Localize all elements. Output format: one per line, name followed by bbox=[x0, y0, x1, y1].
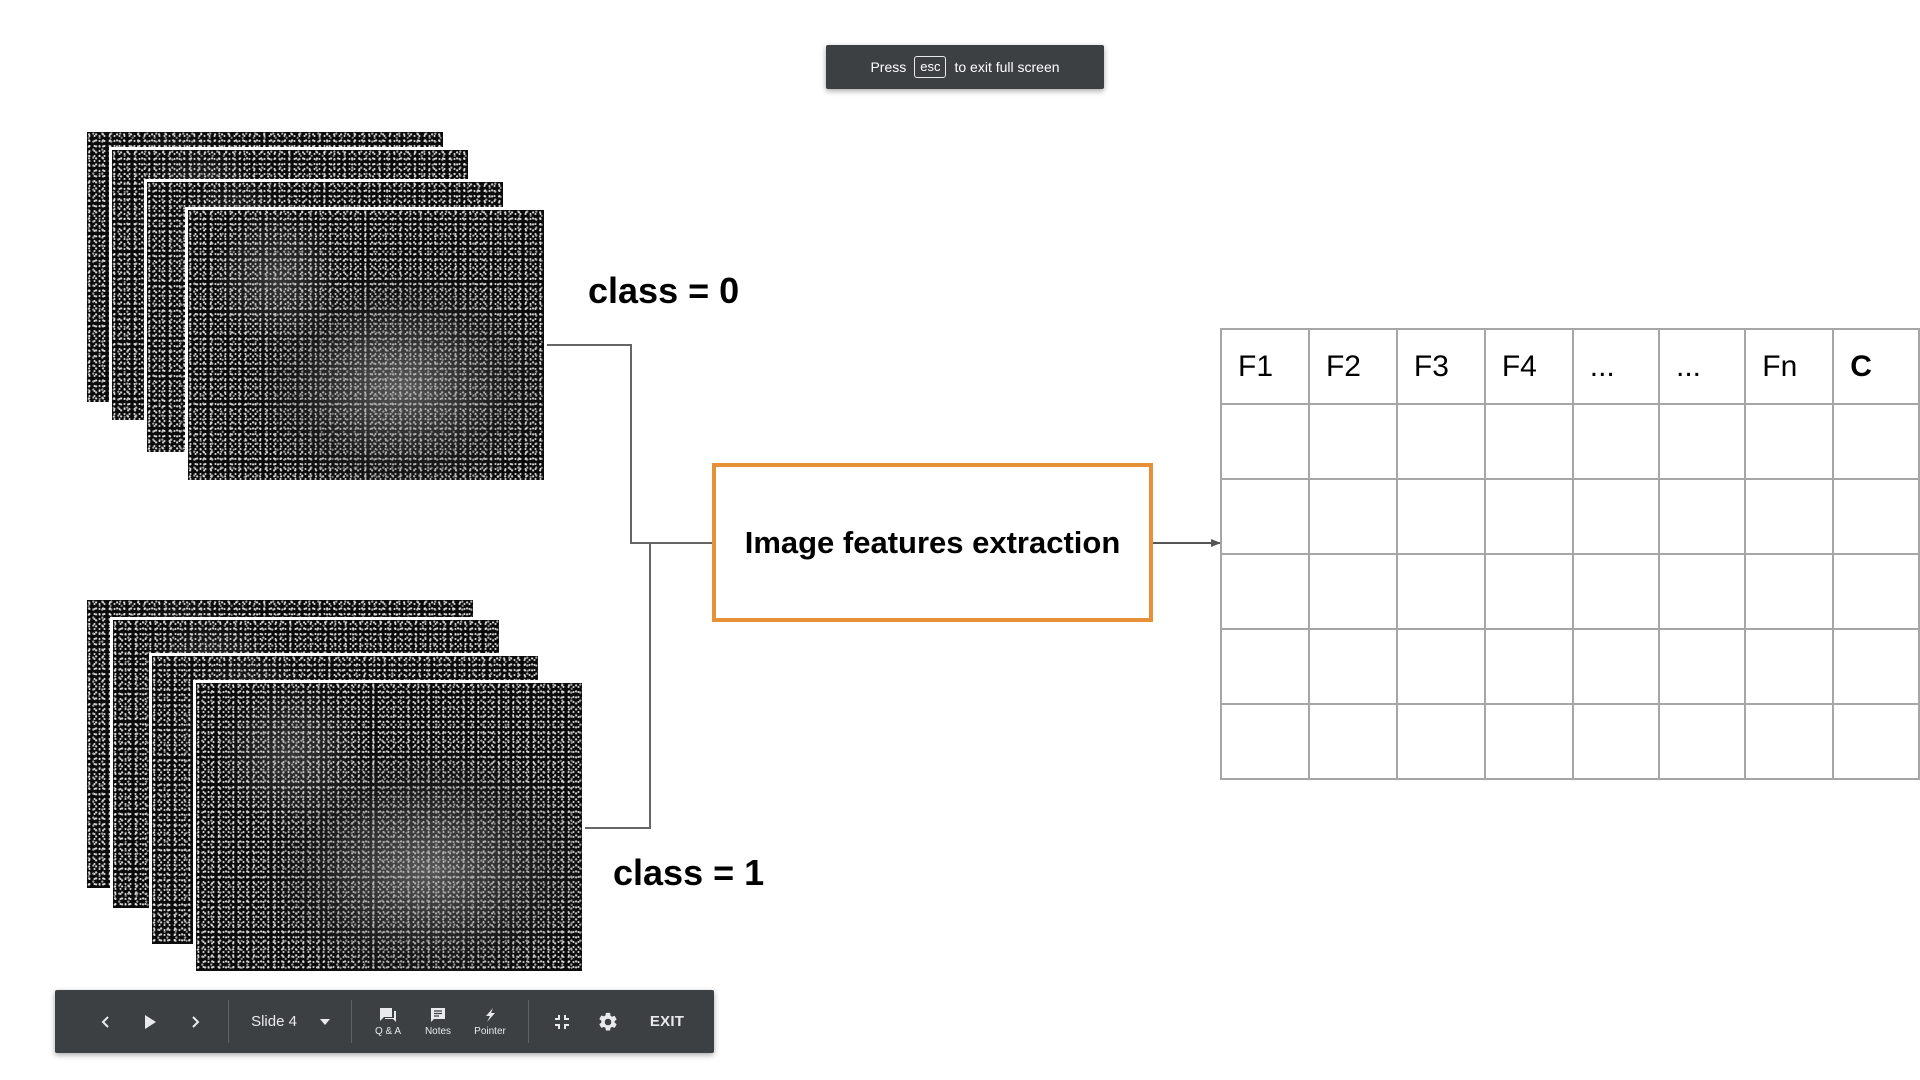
table-cell bbox=[1307, 628, 1398, 705]
table-cell bbox=[1307, 553, 1398, 630]
table-cell bbox=[1483, 553, 1574, 630]
exit-fullscreen-icon bbox=[555, 1014, 569, 1029]
table-cell bbox=[1832, 628, 1920, 705]
table-header-cell: Fn bbox=[1744, 328, 1835, 405]
table-cell bbox=[1395, 703, 1486, 780]
table-row bbox=[1220, 628, 1920, 705]
exit-label: EXIT bbox=[649, 1013, 685, 1030]
table-header-cell: C bbox=[1832, 328, 1920, 405]
pointer-button[interactable]: Pointer bbox=[465, 990, 515, 1053]
table-cell bbox=[1832, 703, 1920, 780]
table-cell bbox=[1307, 478, 1398, 555]
exit-fullscreen-button[interactable] bbox=[545, 990, 579, 1053]
table-cell bbox=[1571, 478, 1661, 555]
chevron-right-icon bbox=[192, 1015, 200, 1028]
table-cell bbox=[1483, 703, 1574, 780]
table-cell bbox=[1658, 403, 1747, 480]
table-row bbox=[1220, 403, 1920, 480]
slide-selector-label: Slide 4 bbox=[251, 1013, 297, 1030]
exit-presentation-button[interactable]: EXIT bbox=[639, 990, 695, 1053]
toolbar-separator bbox=[528, 1000, 529, 1043]
table-row bbox=[1220, 478, 1920, 555]
table-row bbox=[1220, 553, 1920, 630]
table-header-cell: F4 bbox=[1483, 328, 1574, 405]
pointer-icon bbox=[486, 1007, 495, 1022]
sample-image-class1-4 bbox=[193, 680, 585, 974]
table-cell bbox=[1571, 553, 1661, 630]
table-cell bbox=[1832, 553, 1920, 630]
table-cell bbox=[1571, 403, 1661, 480]
table-header-cell: ... bbox=[1658, 328, 1747, 405]
table-cell bbox=[1395, 628, 1486, 705]
qa-label: Q & A bbox=[374, 1025, 402, 1037]
toolbar-separator bbox=[228, 1000, 229, 1043]
table-cell bbox=[1744, 703, 1835, 780]
table-cell bbox=[1483, 478, 1574, 555]
table-cell bbox=[1658, 553, 1747, 630]
esc-key-badge: esc bbox=[914, 56, 947, 78]
settings-button[interactable] bbox=[591, 990, 625, 1053]
fullscreen-hint-prefix: Press bbox=[870, 59, 907, 75]
caret-down-icon bbox=[319, 1018, 330, 1025]
table-header-cell: F3 bbox=[1395, 328, 1486, 405]
table-cell bbox=[1658, 478, 1747, 555]
table-cell bbox=[1658, 703, 1747, 780]
table-cell bbox=[1220, 553, 1310, 630]
table-cell bbox=[1483, 403, 1574, 480]
table-cell bbox=[1395, 478, 1486, 555]
table-cell bbox=[1832, 403, 1920, 480]
fullscreen-hint: Press esc to exit full screen bbox=[826, 45, 1104, 89]
table-header-row: F1 F2 F3 F4 ... ... Fn C bbox=[1220, 328, 1920, 405]
table-cell bbox=[1832, 478, 1920, 555]
table-cell bbox=[1220, 703, 1310, 780]
table-header-cell: F2 bbox=[1307, 328, 1398, 405]
table-cell bbox=[1744, 403, 1835, 480]
table-cell bbox=[1220, 628, 1310, 705]
table-cell bbox=[1744, 628, 1835, 705]
qa-button[interactable]: Q & A bbox=[367, 990, 409, 1053]
class0-label: class = 0 bbox=[588, 270, 740, 311]
sample-image-class0-4 bbox=[185, 207, 547, 483]
table-row bbox=[1220, 703, 1920, 780]
table-cell bbox=[1483, 628, 1574, 705]
notes-icon bbox=[431, 1007, 445, 1022]
notes-label: Notes bbox=[424, 1025, 452, 1037]
table-cell bbox=[1307, 703, 1398, 780]
gear-icon bbox=[599, 1012, 617, 1031]
table-cell bbox=[1658, 628, 1747, 705]
table-cell bbox=[1220, 403, 1310, 480]
notes-button[interactable]: Notes bbox=[417, 990, 459, 1053]
table-cell bbox=[1220, 478, 1310, 555]
table-cell bbox=[1744, 478, 1835, 555]
feature-extraction-box: Image features extraction bbox=[712, 463, 1153, 622]
table-cell bbox=[1571, 703, 1661, 780]
table-cell bbox=[1571, 628, 1661, 705]
fullscreen-hint-suffix: to exit full screen bbox=[954, 59, 1060, 75]
qa-icon bbox=[380, 1007, 396, 1022]
table-cell bbox=[1307, 403, 1398, 480]
feature-extraction-label: Image features extraction bbox=[744, 524, 1121, 560]
chevron-left-icon bbox=[101, 1015, 109, 1028]
table-cell bbox=[1395, 553, 1486, 630]
presenter-toolbar: Slide 4 Q & A Notes Pointer bbox=[55, 990, 714, 1053]
previous-slide-button[interactable] bbox=[89, 990, 123, 1053]
pointer-label: Pointer bbox=[474, 1025, 506, 1037]
connector-class1 bbox=[585, 542, 712, 829]
features-table: F1 F2 F3 F4 ... ... Fn C bbox=[1220, 328, 1920, 780]
connector-class0 bbox=[547, 344, 712, 544]
play-button[interactable] bbox=[133, 990, 167, 1053]
class1-label: class = 1 bbox=[613, 852, 765, 893]
table-cell bbox=[1395, 403, 1486, 480]
table-header-cell: ... bbox=[1571, 328, 1661, 405]
slide-selector-dropdown[interactable]: Slide 4 bbox=[241, 990, 341, 1053]
table-header-cell: F1 bbox=[1220, 328, 1310, 405]
table-cell bbox=[1744, 553, 1835, 630]
play-icon bbox=[145, 1014, 156, 1029]
next-slide-button[interactable] bbox=[178, 990, 212, 1053]
toolbar-separator bbox=[351, 1000, 352, 1043]
